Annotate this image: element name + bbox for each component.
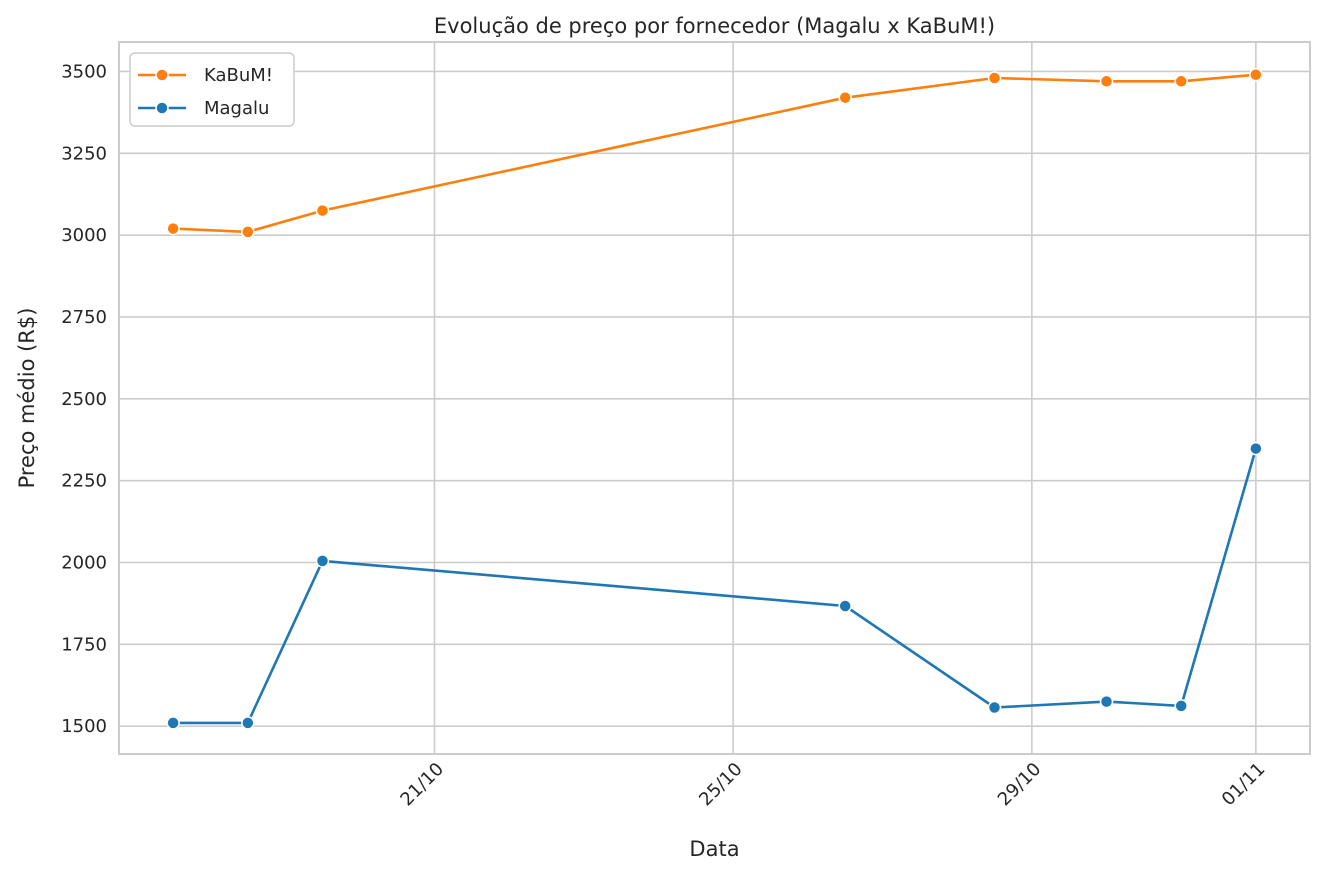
y-tick-label: 2750 [61,307,107,328]
data-point [166,221,180,236]
x-axis-title: Data [689,837,739,861]
data-point [166,716,180,730]
legend-label: Magalu [204,98,269,119]
legend-marker [155,68,169,82]
y-axis-ticks: 1500 1750 2000 2250 2500 2750 3000 3250 3500 [61,61,107,737]
legend-item: KaBuM! [138,65,273,86]
y-tick-label: 3000 [61,225,107,246]
y-tick-label: 2500 [61,389,107,410]
plot-frame [118,41,1311,755]
data-point [1174,699,1188,713]
data-point [1174,74,1188,89]
data-point [987,700,1002,715]
series-lines [166,67,1263,730]
x-tick-label: 25/10 [695,759,747,811]
data-point [1249,67,1263,82]
series-line [171,447,1258,725]
legend-item: Magalu [138,98,269,119]
data-point [315,203,330,218]
plot-area [119,42,1310,754]
y-tick-label: 2250 [61,471,107,492]
data-point [241,716,255,730]
y-tick-label: 1500 [61,716,107,737]
x-tick-label: 21/10 [396,759,448,811]
y-tick-label: 1750 [61,634,107,655]
data-point [987,71,1002,85]
data-point [838,90,852,105]
y-tick-label: 3500 [61,61,107,82]
data-point [838,599,852,613]
data-point [1099,694,1114,709]
data-point [1099,74,1114,89]
data-point [241,225,255,239]
x-axis-ticks: 21/10 25/10 29/10 01/11 [396,759,1269,811]
y-tick-label: 3250 [61,143,107,164]
legend-marker [155,101,169,115]
series-magalu [166,441,1263,730]
x-tick-label: 01/11 [1218,759,1270,811]
y-tick-label: 2000 [61,552,107,573]
chart-title: Evolução de preço por fornecedor (Magalu… [434,14,995,38]
legend-label: KaBuM! [204,65,273,86]
y-axis-title: Preço médio (R$) [15,308,39,489]
series-kabum [166,67,1263,239]
data-point [315,554,330,568]
series-line [171,73,1258,234]
data-point [1249,441,1263,456]
x-tick-label: 29/10 [994,759,1046,811]
legend: KaBuM! Magalu [129,52,295,127]
